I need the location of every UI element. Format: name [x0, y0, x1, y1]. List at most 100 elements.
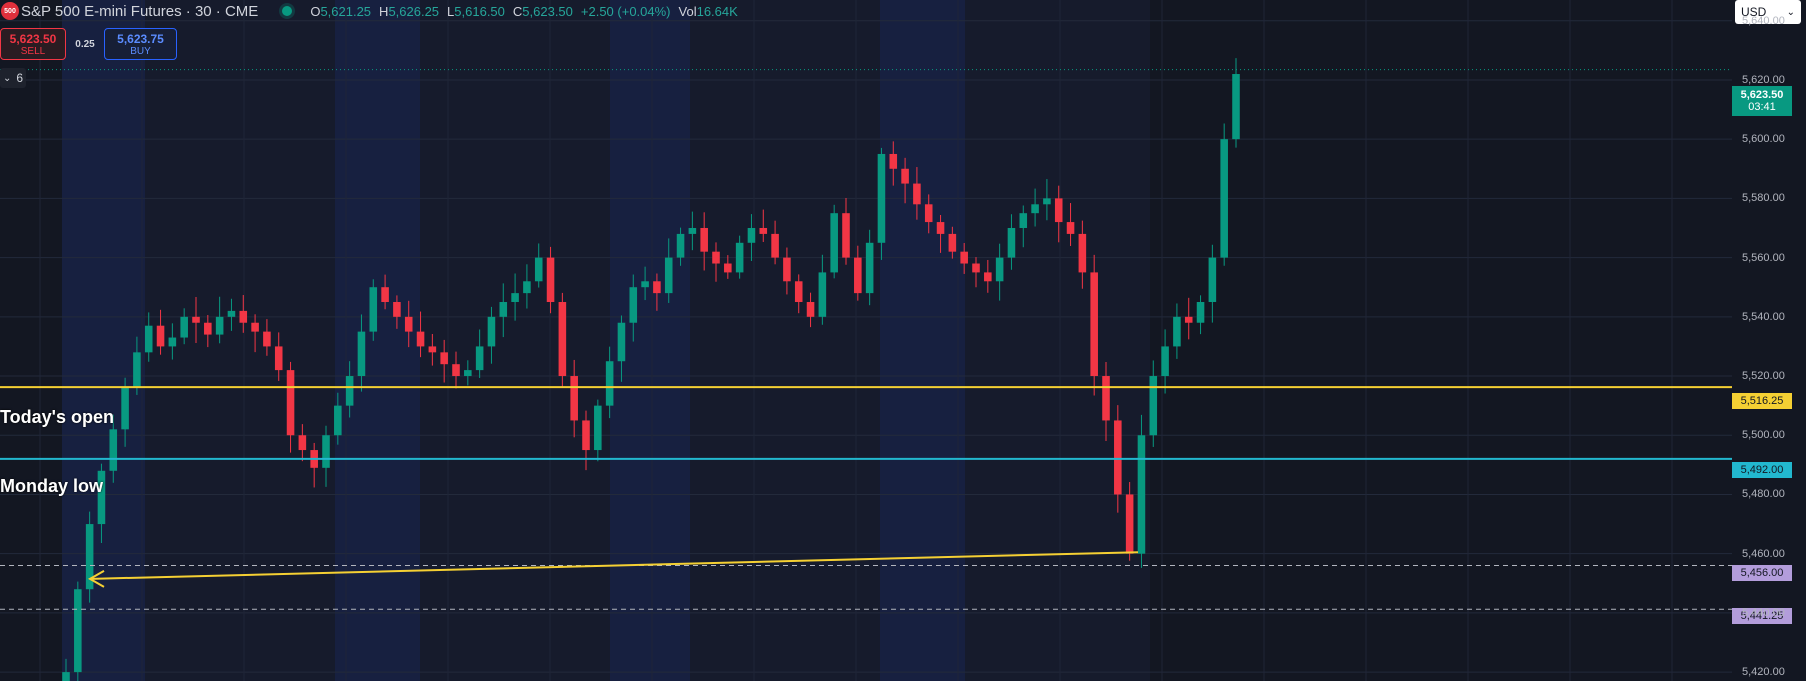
candle-body — [1125, 494, 1134, 554]
candle-body — [133, 352, 141, 388]
candle-body — [263, 331, 271, 347]
candle-body — [180, 316, 188, 338]
sell-price: 5,623.50 — [9, 31, 57, 46]
candle-body — [1102, 376, 1110, 421]
candle-body — [546, 257, 555, 303]
candle-body — [747, 227, 756, 243]
symbol-title[interactable]: S&P 500 E-mini Futures · 30 · CME — [21, 2, 259, 20]
candle-body — [357, 331, 366, 377]
candle-body — [393, 302, 401, 317]
candle-body — [1232, 74, 1240, 140]
candle-body — [286, 370, 295, 436]
candle-body — [499, 302, 508, 317]
price-axis-tick: 5,500.00 — [1742, 429, 1785, 442]
arrow-head-icon — [87, 569, 105, 588]
price-axis-tick: 5,440.00 — [1742, 606, 1785, 619]
todays-open-price-tag: 5,516.25 — [1732, 393, 1792, 409]
candle-body — [948, 233, 957, 252]
indicators-toggle[interactable]: ⌄ 6 — [0, 68, 27, 88]
price-axis-tick: 5,600.00 — [1742, 133, 1785, 146]
ohlc-high: H5,626.25 — [379, 4, 439, 19]
ohlc-open: O5,621.25 — [310, 4, 371, 19]
close-value: 5,623.50 — [522, 3, 573, 19]
candle-body — [168, 337, 177, 347]
last-price-value: 5,623.50 — [1740, 89, 1784, 101]
candle-body — [523, 281, 531, 294]
candle-body — [889, 153, 898, 169]
sp500-logo-icon: 500 — [1, 2, 19, 20]
price-axis-tick: 5,640.00 — [1742, 14, 1785, 27]
buy-price: 5,623.75 — [117, 31, 164, 46]
candle-body — [345, 376, 354, 406]
candle-body — [1208, 257, 1217, 303]
candle-body — [972, 263, 980, 273]
sell-label: SELL — [20, 45, 46, 57]
price-axis-tick: 5,520.00 — [1742, 370, 1785, 383]
candle-body — [487, 316, 496, 347]
candle-body — [865, 242, 874, 294]
candle-body — [594, 405, 602, 451]
candle-body — [1054, 198, 1063, 223]
todays-open-label: Today's open — [0, 407, 114, 427]
candle-body — [322, 435, 330, 468]
candle-body — [995, 257, 1004, 282]
ohlc-low: L5,616.50 — [447, 4, 505, 19]
trend-arrow-line — [91, 551, 1139, 580]
currency-select[interactable]: USD ⌄ — [1735, 0, 1801, 24]
candle-body — [1149, 376, 1158, 436]
candle-body — [74, 589, 82, 673]
candle-body — [771, 233, 779, 258]
buy-label: BUY — [130, 45, 151, 57]
candle-body — [452, 364, 460, 377]
candle-body — [215, 316, 224, 335]
candle-body — [511, 293, 519, 303]
session-band — [965, 0, 1150, 681]
candle-body — [97, 470, 106, 525]
chevron-down-icon: ⌄ — [3, 72, 12, 84]
vol-key: Vol — [678, 3, 697, 19]
candle-body — [842, 213, 850, 258]
candle-body — [475, 346, 484, 371]
candle-body — [1220, 139, 1228, 258]
candle-body — [192, 316, 200, 323]
candle-body — [204, 322, 212, 335]
candle-body — [274, 346, 283, 371]
price-axis-tick: 5,480.00 — [1742, 488, 1785, 501]
candle-body — [227, 310, 236, 317]
session-band — [335, 0, 420, 681]
trade-panel: 5,623.50 SELL 0.25 5,623.75 BUY — [0, 27, 177, 61]
candle-body — [558, 302, 567, 377]
candle-body — [570, 376, 578, 421]
buy-button[interactable]: 5,623.75 BUY — [104, 28, 177, 60]
candle-body — [156, 325, 165, 347]
session-band — [880, 0, 965, 681]
level-price-tag-2: 5,441.25 — [1732, 608, 1792, 624]
sell-button[interactable]: 5,623.50 SELL — [0, 28, 66, 60]
chevron-down-icon: ⌄ — [1786, 6, 1795, 18]
candle-body — [1031, 204, 1039, 214]
market-open-dot-icon — [282, 6, 293, 16]
candle-body — [464, 370, 472, 377]
currency-value: USD — [1741, 5, 1767, 19]
candle-body — [85, 524, 94, 590]
candle-body — [62, 672, 70, 681]
spread-value: 0.25 — [75, 38, 95, 50]
volume: Vol16.64K — [679, 4, 738, 19]
candle-body — [818, 272, 827, 317]
candle-body — [641, 281, 649, 288]
session-band — [145, 0, 335, 681]
candle-body — [653, 281, 661, 294]
candle-body — [534, 257, 543, 282]
low-value: 5,616.50 — [454, 3, 505, 19]
candle-body — [1066, 222, 1075, 234]
candle-body — [582, 420, 590, 451]
candle-body — [676, 233, 685, 258]
close-key: C — [512, 3, 523, 19]
candle-body — [936, 222, 945, 234]
high-key: H — [379, 3, 389, 19]
price-axis-tick: 5,420.00 — [1742, 666, 1785, 679]
candle-body — [783, 257, 791, 282]
candle-body — [830, 213, 838, 273]
